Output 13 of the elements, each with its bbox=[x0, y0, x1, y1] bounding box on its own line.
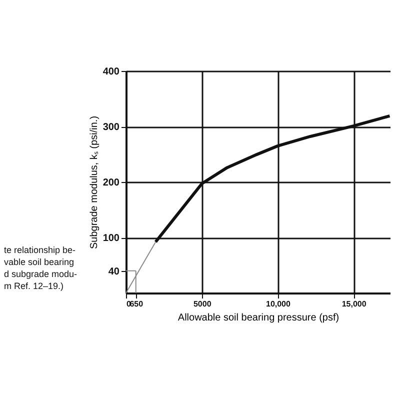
y-tick-label: 200 bbox=[102, 178, 120, 188]
y-tick-label: 300 bbox=[102, 122, 120, 133]
x-tick-label: 650 bbox=[130, 300, 144, 308]
text: te relationship be- vable soil bearing d subgrade modu- m Ref. 12–19.) bbox=[4, 245, 78, 291]
y-tick-label: 400 bbox=[102, 66, 120, 78]
x-tick-label: 5000 bbox=[193, 300, 212, 308]
y-axis-title: Subgrade modulus, kₛ (psi/in.) bbox=[88, 116, 100, 250]
y-tick-label: 40 bbox=[108, 266, 120, 278]
x-tick-label: 15,000 bbox=[342, 300, 367, 308]
x-axis-title: Allowable soil bearing pressure (psf) bbox=[178, 312, 340, 324]
y-tick-label: 100 bbox=[102, 233, 120, 244]
x-tick-label: 10,000 bbox=[266, 300, 292, 308]
x-tick-label: 0 bbox=[126, 300, 132, 308]
